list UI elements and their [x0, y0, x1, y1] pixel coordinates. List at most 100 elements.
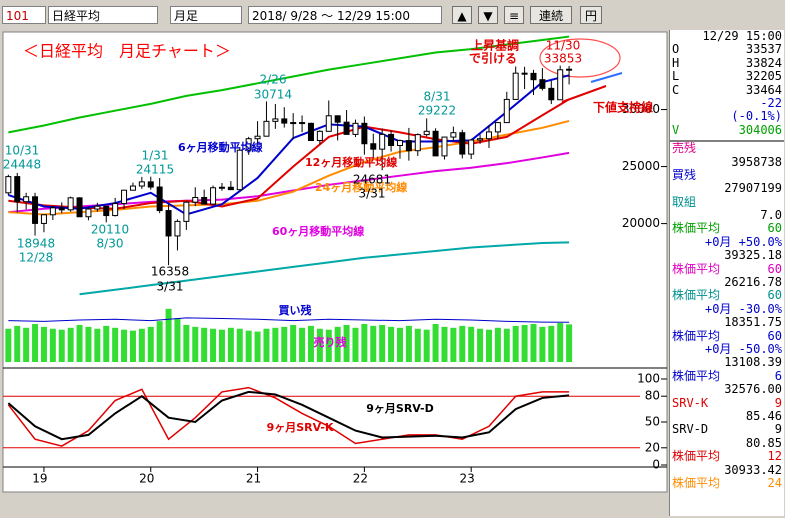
candle-body	[316, 130, 323, 142]
item-label: 株価平均	[672, 449, 721, 464]
range-field[interactable]: 2018/ 9/28 ～ 12/29 15:00	[248, 6, 442, 24]
down-button[interactable]: ▼	[478, 6, 498, 24]
volume-label: 売り残	[314, 335, 347, 349]
panel-row: L 32205	[670, 69, 784, 83]
candle-body	[272, 118, 279, 122]
candle-body	[485, 131, 492, 140]
candle-body	[5, 176, 12, 194]
candle-body	[94, 205, 101, 210]
annotation: 下値支持線	[593, 100, 653, 115]
volume-bar	[566, 324, 573, 362]
ohlc-label: H	[672, 55, 680, 70]
panel-change-pct: (-0.1%)	[731, 109, 782, 124]
volume-bar	[334, 326, 341, 362]
volume-bar	[58, 329, 65, 362]
item-label: 株価平均	[672, 261, 721, 276]
candle-body	[548, 87, 555, 101]
candle-body	[138, 181, 145, 187]
volume-bar	[299, 327, 306, 362]
volume-bar	[23, 327, 30, 362]
annotation: 上昇基調	[471, 38, 519, 53]
item-value: 39325.18	[724, 248, 782, 263]
point-date: 2/26	[260, 73, 287, 87]
menu-button[interactable]: ≡	[504, 6, 524, 24]
y2-tick-label: 50	[645, 415, 660, 429]
candle-body	[352, 122, 359, 135]
buy-line	[8, 317, 570, 323]
candle-body	[14, 176, 21, 203]
panel-row: SRV-D 9	[670, 422, 784, 437]
volume-bar	[423, 329, 430, 362]
candle-body	[379, 133, 386, 150]
point-value: 29222	[418, 104, 456, 118]
volume-bar	[94, 328, 101, 362]
candle-body	[174, 220, 181, 237]
panel-row: 85.46	[670, 409, 784, 423]
candle-body	[121, 189, 128, 205]
volume-bar	[165, 308, 172, 362]
volume-value: 304006	[738, 122, 782, 137]
candle-body	[325, 115, 332, 132]
moving-average	[79, 241, 570, 296]
panel-row: 12/29 15:00	[670, 30, 784, 43]
volume-bar	[183, 324, 190, 362]
continuous-button[interactable]: 連続	[530, 6, 572, 24]
oscillator-label: 9ヶ月SRV-D	[366, 402, 433, 415]
item-value: 13108.39	[724, 355, 782, 370]
point-date: 3/31	[359, 187, 386, 201]
point-date: 8/31	[424, 90, 451, 104]
candle-body	[210, 187, 217, 205]
candle-body	[566, 68, 573, 71]
volume-bar	[316, 328, 323, 362]
name-field[interactable]: 日経平均	[48, 6, 158, 24]
item-param: 9	[774, 422, 782, 437]
candle-body	[441, 136, 448, 157]
panel-row: 7.0	[670, 208, 784, 222]
panel-row: 3958738	[670, 155, 784, 169]
item-label: 売残	[672, 141, 697, 156]
item-sub: +0月 +50.0%	[704, 234, 782, 249]
point-date: 12/28	[19, 251, 54, 265]
candle-body	[530, 72, 537, 81]
volume-bar	[325, 329, 332, 362]
point-value: 24448	[3, 158, 41, 172]
item-label: 株価平均	[672, 368, 721, 383]
candle-body	[103, 205, 110, 217]
panel-row: 買残	[670, 168, 784, 182]
panel-row: H 33824	[670, 55, 784, 70]
volume-bar	[521, 324, 528, 362]
oscillator-line	[7, 386, 570, 447]
y2-tick-label: 0	[652, 458, 660, 472]
candle-body	[503, 98, 510, 124]
period-select[interactable]: 月足	[170, 6, 242, 24]
volume-label: V	[672, 122, 680, 137]
code-field[interactable]: 101	[2, 6, 46, 24]
point-date: 10/31	[5, 144, 40, 158]
item-param: 60	[767, 288, 782, 303]
x-tick-label: 21	[246, 472, 261, 486]
volume-bar	[236, 328, 243, 362]
yen-button[interactable]: 円	[580, 6, 602, 24]
item-label: 株価平均	[672, 221, 721, 236]
candle-body	[468, 139, 475, 155]
item-label: 取組	[672, 194, 697, 209]
candle-body	[49, 207, 56, 216]
volume-bar	[281, 326, 288, 362]
point-value: 30714	[254, 88, 292, 102]
annotation: で引ける	[469, 52, 517, 66]
panel-row: 株価平均 60	[670, 261, 784, 276]
panel-row: 18351.75	[670, 315, 784, 329]
candle-body	[388, 133, 395, 146]
panel-row: 株価平均 24	[670, 476, 784, 490]
candle-body	[218, 186, 225, 189]
volume-bar	[441, 326, 448, 362]
candle-body	[414, 134, 421, 152]
candle-body	[112, 203, 119, 217]
candle-body	[85, 208, 92, 218]
candle-body	[290, 122, 297, 125]
candle-body	[370, 143, 377, 150]
candle-body	[281, 118, 288, 124]
y-tick-label: 25000	[622, 159, 660, 173]
ohlc-label: C	[672, 82, 680, 97]
up-button[interactable]: ▲	[452, 6, 472, 24]
